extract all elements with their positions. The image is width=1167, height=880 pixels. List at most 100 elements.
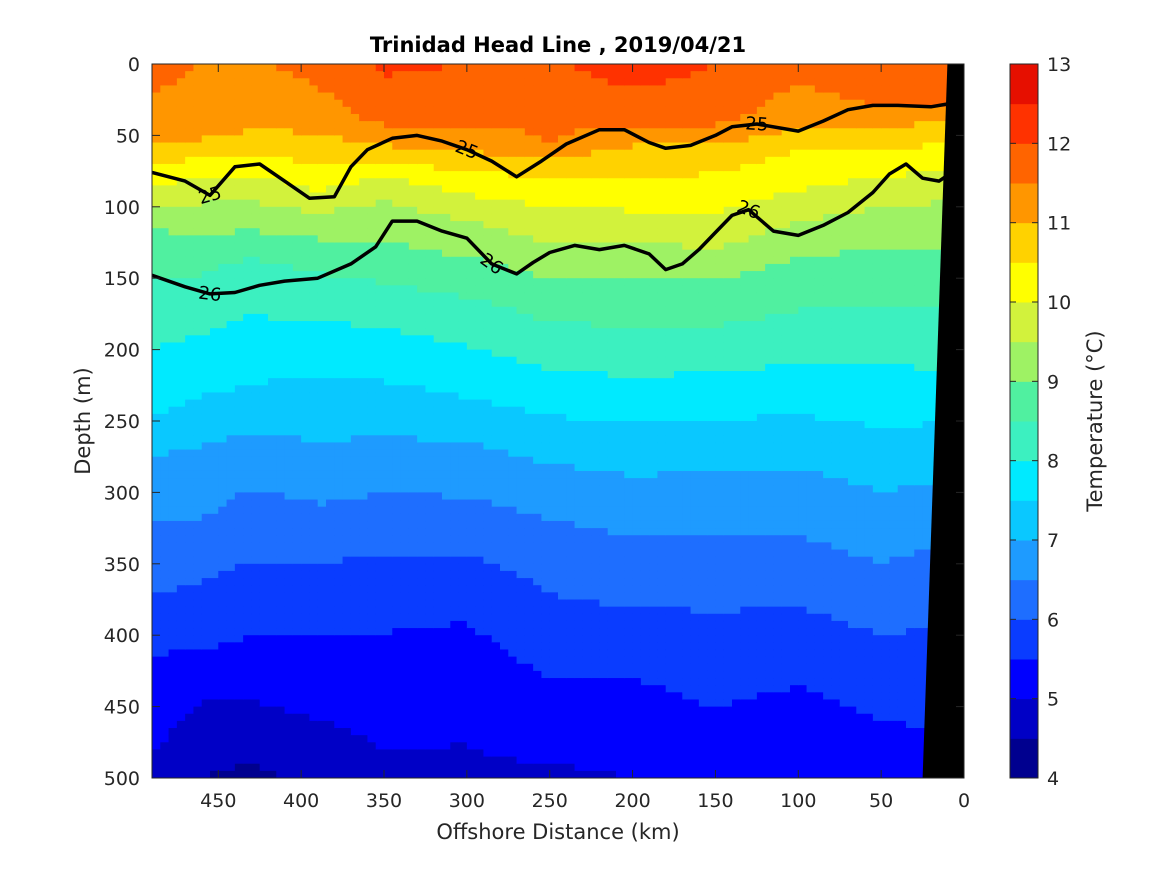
temperature-cell — [533, 563, 543, 572]
temperature-cell — [251, 342, 261, 351]
temperature-cell — [309, 256, 319, 265]
temperature-cell — [516, 499, 526, 508]
temperature-cell — [334, 156, 344, 165]
temperature-cell — [425, 399, 435, 408]
temperature-cell — [185, 163, 195, 172]
temperature-cell — [210, 463, 219, 472]
temperature-cell — [483, 706, 493, 715]
temperature-cell — [350, 271, 360, 279]
temperature-cell — [433, 742, 443, 751]
temperature-cell — [226, 478, 236, 486]
temperature-cell — [491, 620, 501, 629]
temperature-cell — [359, 763, 369, 772]
temperature-cell — [475, 506, 485, 515]
temperature-cell — [400, 113, 410, 122]
temperature-cell — [466, 228, 476, 236]
temperature-cell — [342, 720, 352, 729]
temperature-cell — [524, 64, 534, 72]
temperature-cell — [541, 321, 551, 329]
temperature-cell — [442, 85, 451, 94]
temperature-cell — [359, 313, 369, 322]
temperature-cell — [400, 499, 410, 508]
temperature-cell — [243, 92, 253, 101]
temperature-cell — [417, 142, 427, 151]
temperature-cell — [417, 720, 427, 729]
temperature-cell — [309, 635, 319, 643]
temperature-cell — [176, 99, 186, 108]
temperature-cell — [251, 649, 261, 658]
temperature-cell — [234, 506, 244, 515]
temperature-cell — [392, 492, 402, 501]
temperature-cell — [483, 470, 493, 479]
temperature-cell — [425, 385, 435, 394]
temperature-cell — [508, 763, 518, 772]
temperature-cell — [359, 413, 369, 422]
temperature-cell — [176, 263, 186, 272]
temperature-cell — [210, 206, 219, 215]
temperature-cell — [251, 299, 261, 308]
temperature-cell — [309, 299, 319, 308]
temperature-cell — [193, 728, 203, 736]
temperature-cell — [408, 528, 418, 536]
temperature-cell — [342, 478, 352, 486]
temperature-cell — [326, 321, 335, 329]
temperature-cell — [450, 356, 460, 365]
temperature-cell — [500, 342, 509, 351]
temperature-cell — [533, 549, 543, 558]
temperature-cell — [384, 728, 393, 736]
temperature-cell — [442, 599, 451, 608]
temperature-cell — [466, 549, 476, 558]
temperature-cell — [466, 728, 476, 736]
temperature-cell — [433, 663, 443, 672]
temperature-cell — [433, 642, 443, 651]
temperature-cell — [243, 485, 253, 493]
temperature-cell — [442, 742, 451, 751]
temperature-cell — [326, 670, 335, 679]
temperature-cell — [516, 749, 526, 758]
temperature-cell — [259, 692, 269, 701]
temperature-cell — [185, 678, 195, 686]
temperature-cell — [317, 599, 327, 608]
temperature-cell — [185, 520, 195, 529]
temperature-cell — [359, 713, 369, 722]
temperature-cell — [326, 628, 335, 636]
temperature-cell — [268, 563, 277, 572]
temperature-cell — [259, 728, 269, 736]
temperature-cell — [259, 542, 269, 551]
temperature-cell — [491, 492, 501, 501]
temperature-cell — [384, 171, 393, 179]
temperature-cell — [533, 413, 543, 422]
temperature-cell — [226, 749, 236, 758]
temperature-cell — [317, 228, 327, 236]
temperature-cell — [309, 92, 319, 101]
temperature-cell — [475, 106, 485, 115]
temperature-cell — [359, 470, 369, 479]
temperature-cell — [475, 292, 485, 301]
temperature-cell — [516, 470, 526, 479]
temperature-cell — [276, 770, 286, 778]
temperature-cell — [359, 663, 369, 672]
temperature-cell — [558, 121, 567, 129]
temperature-cell — [483, 635, 493, 643]
temperature-cell — [185, 299, 195, 308]
temperature-cell — [226, 763, 236, 772]
temperature-cell — [500, 699, 509, 708]
temperature-cell — [350, 628, 360, 636]
temperature-cell — [425, 735, 435, 743]
temperature-cell — [317, 92, 327, 101]
temperature-cell — [326, 342, 335, 351]
temperature-cell — [152, 156, 161, 165]
temperature-cell — [292, 628, 302, 636]
temperature-cell — [334, 278, 344, 286]
temperature-cell — [483, 421, 493, 429]
temperature-cell — [417, 685, 427, 693]
temperature-cell — [268, 206, 277, 215]
temperature-cell — [309, 306, 319, 315]
temperature-cell — [201, 385, 211, 394]
temperature-cell — [392, 728, 402, 736]
temperature-cell — [168, 406, 178, 415]
temperature-cell — [483, 171, 493, 179]
temperature-cell — [466, 113, 476, 122]
temperature-cell — [475, 649, 485, 658]
temperature-cell — [259, 556, 269, 565]
